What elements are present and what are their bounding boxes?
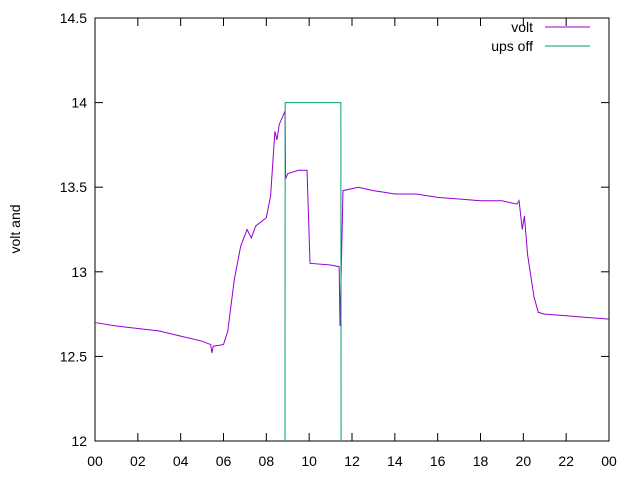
x-tick-label: 00: [601, 453, 617, 469]
x-tick-label: 04: [173, 453, 189, 469]
y-tick-label: 14.5: [60, 10, 87, 26]
x-tick-label: 00: [87, 453, 103, 469]
x-tick-label: 14: [387, 453, 403, 469]
series-line: [284, 102, 342, 442]
x-tick-label: 08: [259, 453, 275, 469]
x-tick-label: 10: [301, 453, 317, 469]
x-tick-label: 16: [430, 453, 446, 469]
x-tick-label: 20: [516, 453, 532, 469]
y-tick-label: 13: [71, 264, 87, 280]
x-tick-label: 06: [216, 453, 232, 469]
y-tick-label: 12: [71, 433, 87, 449]
x-tick-label: 12: [344, 453, 360, 469]
series-line: [94, 110, 610, 354]
y-tick-label: 12.5: [60, 348, 87, 364]
y-tick-label: 13.5: [60, 179, 87, 195]
x-tick-label: 18: [473, 453, 489, 469]
y-tick-label: 14: [71, 95, 87, 111]
x-tick-label: 02: [130, 453, 146, 469]
y-axis-label: volt and: [7, 204, 23, 253]
plot-frame: [94, 17, 610, 442]
legend-label: volt: [511, 19, 533, 35]
x-tick-label: 22: [558, 453, 574, 469]
legend-label: ups off: [491, 38, 533, 54]
